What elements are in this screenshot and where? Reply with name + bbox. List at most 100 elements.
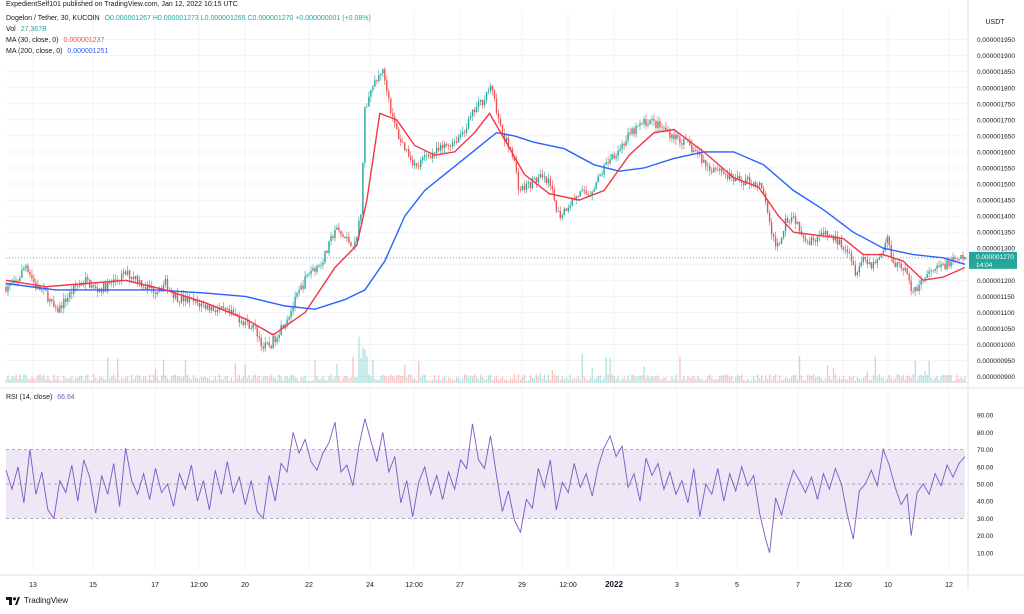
volume-bar xyxy=(200,377,203,383)
candle-body xyxy=(240,321,242,323)
price-tick-label: 0.000001300 xyxy=(977,246,1015,253)
volume-bar xyxy=(547,374,550,383)
rsi-tick-label: 20.00 xyxy=(977,533,994,540)
candle-body xyxy=(693,150,695,152)
candle-body xyxy=(208,305,211,311)
volume-bar xyxy=(920,374,922,383)
volume-bar xyxy=(691,377,693,383)
candle-body xyxy=(956,258,958,260)
volume-bar xyxy=(402,375,404,383)
volume-bar xyxy=(55,379,57,383)
candle-body xyxy=(200,303,203,307)
volume-bar xyxy=(244,364,246,383)
volume-bar xyxy=(693,375,695,383)
candle-body xyxy=(260,337,262,347)
candle-body xyxy=(184,296,187,302)
candle-body xyxy=(441,144,444,149)
volume-bar xyxy=(360,357,362,383)
volume-bar xyxy=(386,376,388,383)
volume-bar xyxy=(438,375,440,383)
volume-bar xyxy=(31,376,33,383)
tradingview-branding[interactable]: TradingView xyxy=(6,596,68,605)
candle-body xyxy=(926,273,928,278)
x-tick-label: 24 xyxy=(366,582,374,589)
volume-bar xyxy=(348,378,350,383)
volume-bar xyxy=(125,376,127,383)
volume-bar xyxy=(723,374,725,383)
candle-body xyxy=(762,188,765,194)
candle-body xyxy=(314,268,316,272)
volume-bar xyxy=(65,378,67,383)
candle-body xyxy=(380,73,382,76)
volume-bar xyxy=(242,376,244,383)
rsi-legend[interactable]: RSI (14, close) 66.64 xyxy=(6,393,78,402)
candle-body xyxy=(836,235,839,245)
candle-body xyxy=(29,271,31,275)
candle-body xyxy=(603,164,605,175)
volume-bar xyxy=(455,376,458,383)
candle-body xyxy=(758,182,761,186)
candle-body xyxy=(840,239,843,248)
candle-body xyxy=(368,96,370,107)
candle-body xyxy=(563,208,565,215)
candle-body xyxy=(828,235,831,237)
volume-bar xyxy=(53,374,55,383)
volume-bar xyxy=(95,378,97,383)
x-tick-label: 5 xyxy=(735,582,739,589)
volume-bar xyxy=(824,378,827,383)
volume-bar xyxy=(509,377,512,383)
candle-body xyxy=(521,186,524,191)
candle-body xyxy=(842,247,845,250)
volume-bar xyxy=(727,374,729,383)
candle-body xyxy=(186,296,189,303)
candle-body xyxy=(766,201,769,213)
volume-bar xyxy=(962,378,964,383)
candle-body xyxy=(756,185,759,187)
candle-body xyxy=(366,106,368,108)
candle-body xyxy=(130,276,133,279)
volume-bar xyxy=(507,380,510,383)
volume-bar xyxy=(284,376,286,383)
candle-body xyxy=(882,250,884,254)
volume-bar xyxy=(340,380,342,383)
volume-bar xyxy=(316,376,318,383)
ma30-legend[interactable]: MA (30, close, 0) 0.000001237 xyxy=(6,36,107,45)
volume-bar xyxy=(499,378,502,383)
candle-body xyxy=(176,293,179,302)
candle-body xyxy=(567,207,569,212)
volume-bar xyxy=(57,375,59,383)
volume-bar xyxy=(123,379,125,383)
candle-body xyxy=(312,268,314,271)
candle-body xyxy=(104,282,107,292)
volume-bar xyxy=(117,358,119,383)
candle-body xyxy=(557,210,559,212)
candle-body xyxy=(318,265,320,267)
candle-body xyxy=(443,143,446,149)
ma200-legend[interactable]: MA (200, close, 0) 0.000001251 xyxy=(6,47,111,56)
volume-bar xyxy=(637,376,639,383)
candle-body xyxy=(892,257,894,263)
volume-bar xyxy=(196,378,199,383)
volume-bar xyxy=(635,376,637,383)
candle-body xyxy=(717,169,719,171)
volume-bar xyxy=(45,379,47,383)
volume-bar xyxy=(67,378,69,383)
candle-body xyxy=(776,243,779,247)
volume-bar xyxy=(280,376,282,383)
volume-bar xyxy=(354,377,356,383)
volume-bar xyxy=(87,374,89,383)
volume-bar xyxy=(471,376,474,383)
x-tick-label: 13 xyxy=(29,582,37,589)
candle-body xyxy=(182,294,185,302)
volume-bar xyxy=(452,378,454,383)
volume-bar xyxy=(420,377,422,383)
volume-bar xyxy=(442,378,444,383)
candle-body xyxy=(565,208,567,212)
volume-bar xyxy=(362,347,364,383)
volume-bar xyxy=(302,377,304,383)
volume-bar xyxy=(888,374,890,383)
volume-bar xyxy=(579,379,581,383)
volume-bar xyxy=(356,377,358,383)
